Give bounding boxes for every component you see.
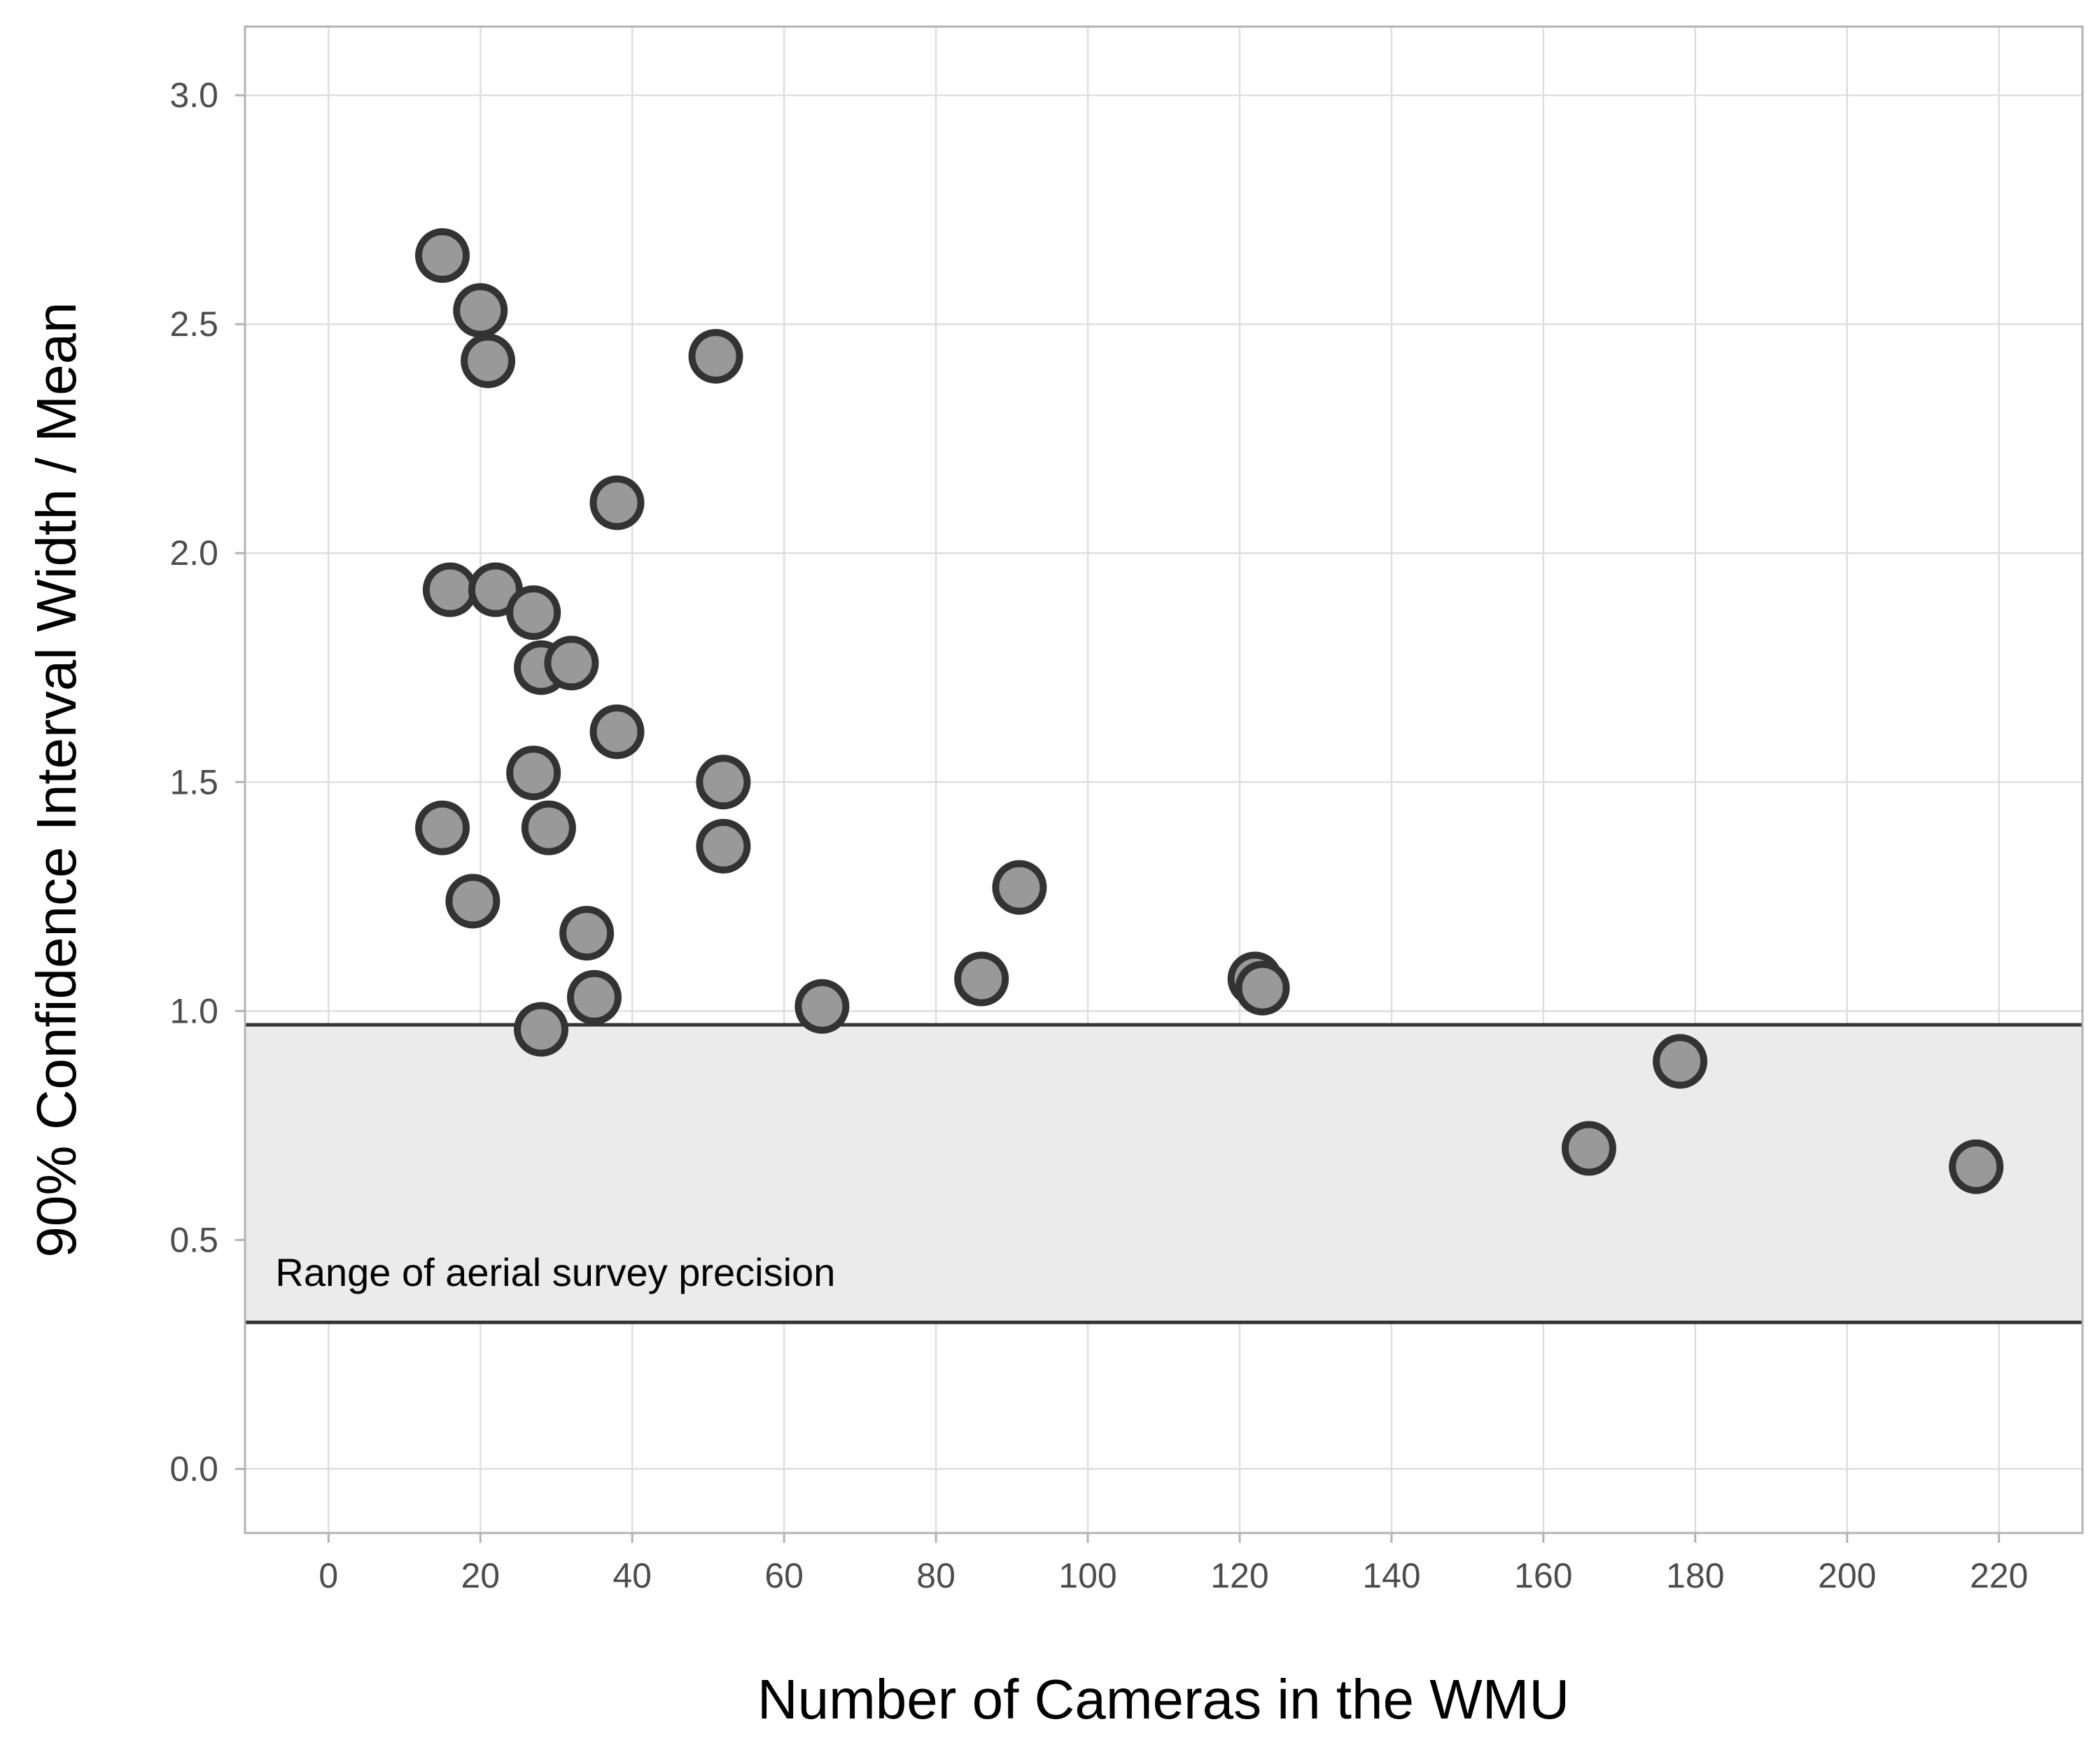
data-point <box>514 1002 569 1057</box>
x-tick-label: 60 <box>764 1556 804 1595</box>
x-axis-title: Number of Cameras in the WMU <box>757 1668 1569 1730</box>
data-point <box>1653 1034 1708 1089</box>
data-point <box>422 562 477 617</box>
plot-panel-border <box>244 25 2084 1534</box>
data-point <box>415 228 470 284</box>
aerial-survey-precision-band <box>245 1024 2082 1323</box>
x-tick-label: 20 <box>461 1556 500 1595</box>
data-point <box>954 951 1009 1007</box>
band-label: Range of aerial survey precision <box>275 1250 835 1294</box>
y-tick-label: 0.0 <box>169 1449 218 1488</box>
x-axis-ticks: 0 20 40 60 80 100 120 140 160 180 200 220 <box>318 1533 2028 1595</box>
data-point <box>453 283 508 338</box>
y-axis-ticks: 0.0 0.5 1.0 1.5 2.0 2.5 3.0 <box>169 76 245 1488</box>
data-point <box>506 585 561 640</box>
y-tick-label: 2.0 <box>169 533 218 573</box>
data-point <box>559 906 615 961</box>
data-point <box>1949 1139 2004 1194</box>
data-point <box>688 328 743 384</box>
x-tick-label: 200 <box>1818 1556 1876 1595</box>
x-tick-label: 220 <box>1970 1556 2028 1595</box>
data-point <box>445 874 500 929</box>
x-tick-label: 140 <box>1362 1556 1420 1595</box>
data-point <box>992 860 1047 915</box>
x-tick-label: 40 <box>612 1556 652 1595</box>
y-tick-label: 1.0 <box>169 991 218 1030</box>
x-tick-label: 0 <box>318 1556 338 1595</box>
data-point <box>566 969 622 1025</box>
data-point <box>794 979 850 1034</box>
x-tick-label: 120 <box>1210 1556 1268 1595</box>
x-tick-label: 100 <box>1058 1556 1116 1595</box>
data-point <box>506 746 561 801</box>
y-axis-title: 90% Confidence Interval Width / Mean <box>25 302 88 1257</box>
x-tick-label: 180 <box>1666 1556 1724 1595</box>
y-tick-label: 0.5 <box>169 1220 218 1259</box>
data-point <box>521 800 576 855</box>
y-tick-label: 1.5 <box>169 762 218 802</box>
x-tick-label: 160 <box>1514 1556 1572 1595</box>
data-point <box>1561 1121 1616 1176</box>
data-points <box>415 228 2004 1194</box>
data-point <box>544 636 599 691</box>
data-point <box>461 333 516 388</box>
x-tick-label: 80 <box>916 1556 955 1595</box>
data-point <box>1235 960 1290 1016</box>
y-tick-label: 2.5 <box>169 304 218 344</box>
data-point <box>696 755 751 810</box>
data-point <box>589 704 645 760</box>
y-tick-label: 3.0 <box>169 76 218 115</box>
data-point <box>415 800 470 855</box>
data-point <box>589 475 645 531</box>
data-point <box>696 818 751 874</box>
